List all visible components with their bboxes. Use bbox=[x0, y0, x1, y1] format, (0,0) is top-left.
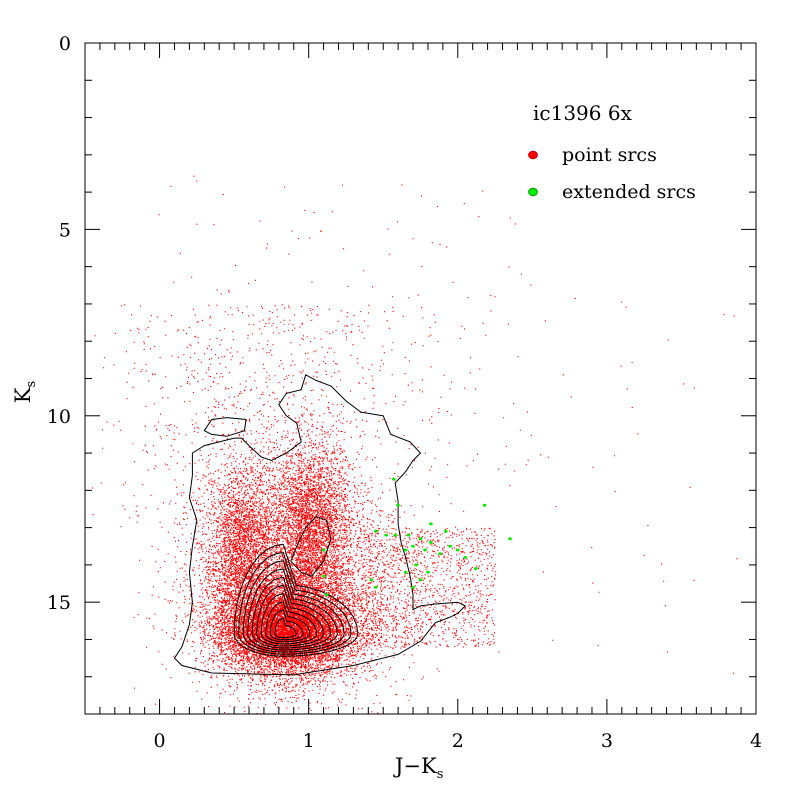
extended-sources-layer bbox=[321, 477, 512, 597]
extended-src-point bbox=[414, 563, 418, 567]
extended-src-point bbox=[438, 552, 442, 556]
contour-level-7 bbox=[260, 593, 318, 645]
y-axis-title-sub: s bbox=[24, 381, 39, 388]
extended-src-point bbox=[406, 533, 411, 537]
contour-outer bbox=[173, 374, 467, 676]
extended-src-point bbox=[418, 578, 423, 582]
extended-src-point bbox=[411, 585, 415, 589]
point-sources-layer bbox=[92, 175, 738, 715]
contour-level-5 bbox=[251, 576, 331, 649]
contour-level-1 bbox=[233, 543, 359, 657]
legend-label-extended-srcs: extended srcs bbox=[562, 181, 696, 203]
extended-src-point bbox=[396, 503, 400, 507]
extended-src-point bbox=[448, 544, 453, 548]
extended-src-point bbox=[482, 503, 487, 507]
extended-src-point bbox=[324, 593, 329, 597]
x-tick-label: 3 bbox=[601, 730, 613, 752]
extended-src-point bbox=[393, 533, 398, 537]
extended-src-point bbox=[321, 574, 326, 578]
contour-level-6 bbox=[256, 584, 325, 647]
contour-level-10 bbox=[274, 617, 297, 639]
contour-level-2 bbox=[238, 552, 352, 655]
contour-level-9 bbox=[269, 609, 304, 641]
x-tick-label: 4 bbox=[750, 730, 762, 752]
extended-src-point bbox=[429, 522, 433, 526]
legend-title: ic1396 6x bbox=[533, 101, 633, 125]
extended-src-point bbox=[423, 548, 427, 552]
legend-marker-point-srcs bbox=[528, 150, 538, 160]
x-axis-title: J−Ks bbox=[393, 754, 443, 782]
extended-src-point bbox=[411, 544, 415, 548]
contour-island bbox=[203, 417, 247, 437]
extended-src-point bbox=[463, 555, 468, 559]
legend-label-point-srcs: point srcs bbox=[562, 144, 657, 166]
x-tick-label: 2 bbox=[452, 730, 464, 752]
extended-src-point bbox=[369, 578, 374, 582]
extended-src-point bbox=[374, 529, 378, 533]
y-axis-title: Ks bbox=[11, 381, 39, 403]
legend-marker-extended-srcs bbox=[528, 187, 538, 197]
axis-ticks bbox=[84, 42, 757, 715]
extended-src-point bbox=[444, 529, 448, 533]
contour-level-4 bbox=[247, 568, 338, 651]
extended-src-point bbox=[456, 548, 460, 552]
legend: ic1396 6x point srcs extended srcs bbox=[528, 101, 696, 203]
contour-plume bbox=[290, 515, 332, 577]
x-axis-title-sub: s bbox=[437, 767, 444, 782]
extended-src-point bbox=[384, 533, 389, 537]
x-tick-label: 0 bbox=[154, 730, 166, 752]
extended-src-point bbox=[508, 537, 512, 541]
extended-src-point bbox=[429, 541, 433, 544]
tick-labels: 0 1 2 3 4 0 5 10 15 bbox=[47, 33, 762, 752]
extended-src-point bbox=[321, 548, 326, 552]
point-srcs-dots bbox=[92, 175, 738, 715]
extended-src-point bbox=[473, 567, 478, 571]
y-tick-label: 10 bbox=[47, 406, 71, 428]
extended-src-point bbox=[374, 585, 378, 589]
extended-src-point bbox=[426, 570, 430, 574]
y-tick-label: 0 bbox=[59, 33, 71, 55]
contour-level-8 bbox=[265, 601, 311, 643]
y-tick-label: 15 bbox=[47, 592, 71, 614]
y-tick-label: 5 bbox=[59, 219, 71, 241]
extended-src-point bbox=[403, 570, 408, 574]
extended-src-point bbox=[391, 477, 396, 481]
contour-level-3 bbox=[242, 560, 345, 653]
extended-src-point bbox=[418, 537, 423, 541]
density-contours bbox=[173, 374, 467, 676]
x-tick-label: 1 bbox=[303, 730, 315, 752]
extended-src-point bbox=[403, 548, 408, 552]
